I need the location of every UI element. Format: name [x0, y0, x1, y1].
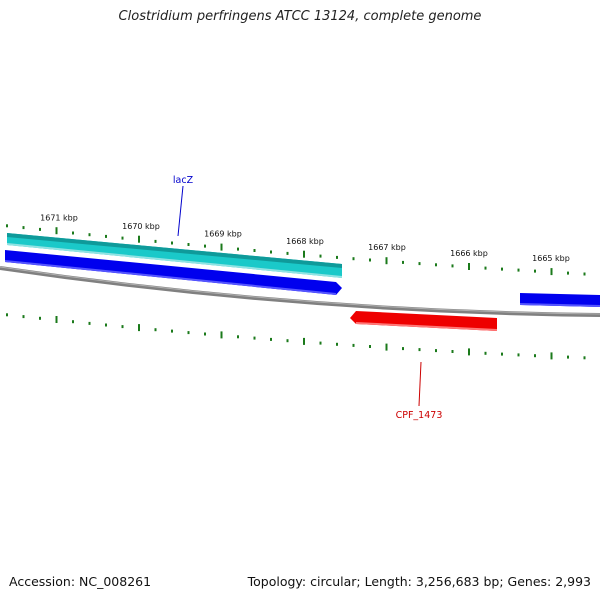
inner-scale-tick — [550, 352, 553, 360]
outer-scale-tick — [501, 267, 503, 271]
inner-scale-tick — [517, 353, 520, 357]
inner-scale-tick — [583, 356, 586, 360]
inner-scale-tick — [418, 348, 421, 352]
outer-scale-tick — [319, 254, 322, 258]
outer-scale-tick — [187, 243, 190, 246]
lacz-leader-line — [177, 185, 184, 237]
inner-scale-tick — [468, 348, 470, 356]
outer-scale-tick — [253, 249, 256, 252]
inner-scale-tick — [567, 355, 569, 359]
inner-scale-tick — [220, 331, 223, 339]
inner-scale-tick — [336, 342, 338, 346]
cpf1473-leader-line — [418, 361, 422, 407]
outer-scale-ticks — [6, 224, 586, 276]
outer-scale-tick — [534, 269, 536, 273]
inner-scale-tick — [121, 325, 124, 329]
outer-scale-tick — [418, 262, 421, 266]
inner-scale-tick — [385, 343, 388, 351]
outer-scale-tick — [484, 266, 487, 270]
inner-scale-tick — [138, 324, 140, 332]
inner-scale-tick — [55, 316, 58, 323]
inner-scale-tick — [105, 323, 107, 327]
blue-feature-right[interactable] — [520, 293, 600, 307]
outer-scale-tick — [352, 257, 355, 261]
outer-scale-tick — [567, 271, 569, 275]
inner-scale-tick — [319, 341, 322, 345]
outer-scale-tick — [435, 263, 437, 267]
inner-scale-tick — [369, 345, 371, 348]
inner-scale-ticks — [6, 313, 586, 360]
inner-scale-tick — [501, 352, 503, 356]
inner-scale-tick — [253, 336, 256, 340]
outer-scale-tick — [105, 234, 107, 238]
cyan-feature-arc[interactable] — [7, 233, 342, 278]
inner-scale-tick — [187, 331, 190, 335]
inner-scale-tick — [270, 337, 272, 341]
scale-label: 1670 kbp — [122, 222, 160, 231]
scale-label: 1665 kbp — [532, 254, 570, 263]
outer-scale-tick — [237, 247, 239, 251]
outer-scale-tick — [550, 268, 553, 276]
scale-label: 1666 kbp — [450, 249, 488, 258]
lacz-feature-arrow[interactable] — [5, 250, 342, 295]
outer-scale-tick — [369, 258, 371, 262]
outer-scale-tick — [270, 250, 272, 254]
cpf1473-feature-arrow[interactable] — [350, 311, 497, 331]
outer-scale-tick — [138, 235, 140, 243]
outer-scale-tick — [402, 260, 404, 264]
scale-label: 1669 kbp — [204, 230, 242, 239]
accession-text: Accession: NC_008261 — [9, 574, 152, 589]
inner-scale-tick — [72, 320, 74, 324]
cpf1473-label[interactable]: CPF_1473 — [396, 410, 443, 421]
outer-scale-tick — [121, 236, 124, 240]
genome-backbone — [0, 266, 600, 317]
map-title: Clostridium perfringens ATCC 13124, comp… — [118, 9, 482, 24]
scale-labels: 1671 kbp 1670 kbp 1669 kbp 1668 kbp 1667 kbp… — [40, 214, 570, 264]
outer-scale-tick — [72, 231, 74, 235]
inner-scale-tick — [39, 316, 41, 320]
outer-scale-tick — [171, 241, 173, 245]
outer-scale-tick — [88, 233, 91, 237]
inner-scale-tick — [534, 354, 536, 358]
inner-scale-tick — [204, 332, 206, 336]
outer-scale-tick — [286, 251, 289, 255]
inner-scale-tick — [303, 337, 305, 345]
scale-label: 1667 kbp — [368, 243, 406, 252]
outer-scale-tick — [583, 272, 586, 276]
outer-scale-tick — [220, 243, 223, 251]
outer-scale-tick — [22, 226, 25, 230]
outer-scale-tick — [6, 224, 8, 228]
outer-scale-tick — [451, 264, 454, 268]
inner-scale-tick — [6, 313, 8, 317]
outer-scale-tick — [385, 257, 388, 265]
outer-scale-tick — [154, 239, 157, 243]
outer-scale-tick — [336, 255, 338, 259]
inner-scale-tick — [171, 329, 173, 333]
inner-scale-tick — [237, 335, 239, 339]
outer-scale-tick — [39, 227, 41, 231]
outer-scale-tick — [55, 227, 58, 235]
scale-label: 1668 kbp — [286, 237, 324, 246]
scale-label: 1671 kbp — [40, 214, 78, 223]
genome-summary-text: Topology: circular; Length: 3,256,683 bp… — [247, 574, 591, 589]
inner-scale-tick — [451, 350, 454, 353]
inner-scale-tick — [484, 351, 487, 355]
inner-scale-tick — [22, 315, 25, 319]
inner-scale-tick — [286, 339, 289, 343]
inner-scale-tick — [435, 349, 437, 353]
outer-scale-tick — [468, 263, 470, 270]
outer-scale-tick — [204, 244, 206, 248]
inner-scale-tick — [402, 347, 404, 351]
lacz-label[interactable]: lacZ — [173, 175, 194, 186]
inner-scale-tick — [154, 328, 157, 332]
inner-scale-tick — [88, 321, 91, 325]
outer-scale-tick — [517, 268, 520, 272]
inner-scale-tick — [352, 343, 355, 347]
outer-scale-tick — [303, 250, 305, 258]
